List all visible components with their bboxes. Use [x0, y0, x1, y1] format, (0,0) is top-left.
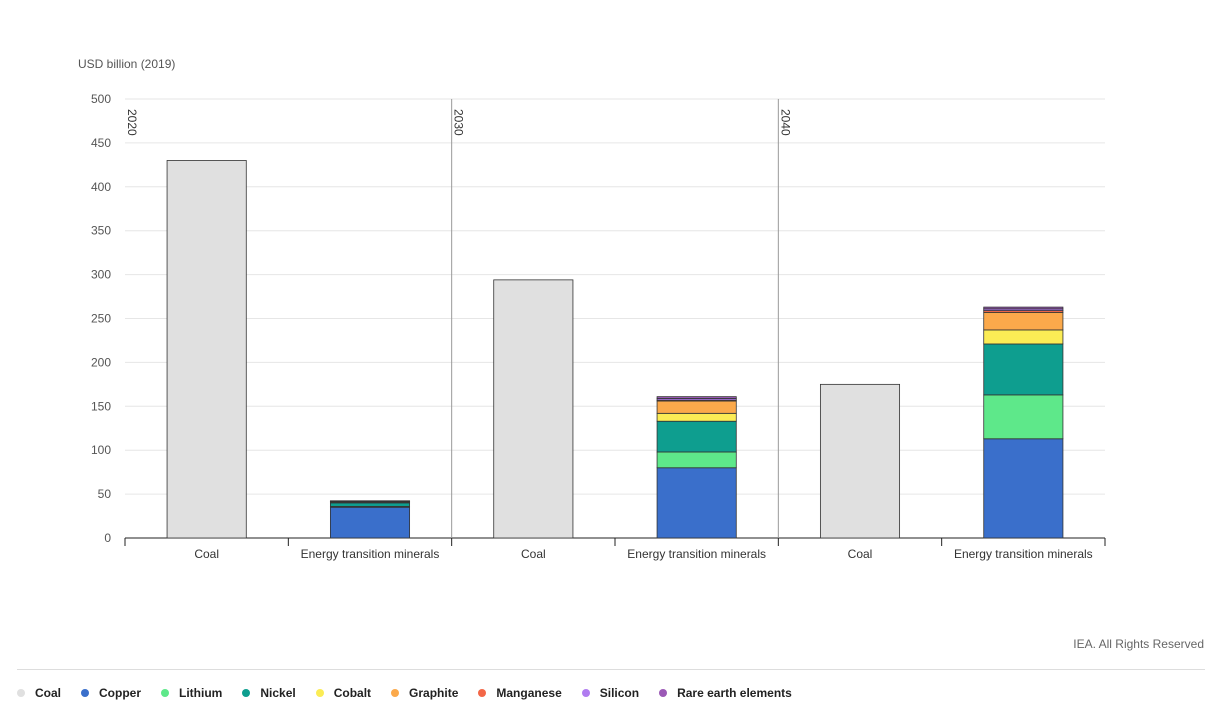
bar-segment [983, 311, 1064, 331]
legend-swatch [391, 689, 400, 697]
legend-label: Cobalt [333, 686, 372, 700]
legend-item[interactable]: Cobalt [315, 686, 372, 700]
bar-segment [493, 279, 574, 539]
y-tick-label: 200 [91, 355, 111, 369]
y-tick-label: 0 [104, 531, 111, 545]
bar-segment [656, 467, 737, 539]
y-tick-label: 50 [98, 487, 112, 501]
legend-item[interactable]: Silicon [581, 686, 640, 700]
y-tick-label: 450 [91, 136, 111, 150]
legend-item[interactable]: Rare earth elements [659, 686, 792, 700]
group-label: 2020 [125, 109, 139, 136]
legend-label: Coal [35, 686, 62, 700]
y-tick-label: 100 [91, 443, 111, 457]
x-tick-label: Coal [848, 547, 873, 561]
bar-segment [329, 502, 411, 507]
legend-swatch [81, 689, 90, 697]
x-tick-label: Energy transition minerals [627, 547, 766, 561]
legend-divider [17, 669, 1205, 670]
legend-label: Graphite [409, 686, 459, 700]
y-tick-label: 300 [91, 268, 111, 282]
x-tick-label: Energy transition minerals [954, 547, 1093, 561]
bar-segment [656, 420, 737, 453]
bar-segment [983, 306, 1064, 310]
bar-segment [329, 506, 411, 539]
bar-segment [983, 343, 1064, 396]
group-label: 2040 [778, 109, 792, 136]
x-tick-label: Coal [194, 547, 219, 561]
bar-segment [983, 329, 1064, 345]
legend-swatch [315, 689, 324, 697]
bar-segment [656, 451, 737, 469]
y-tick-label: 250 [91, 312, 111, 326]
y-tick-label: 350 [91, 224, 111, 238]
legend-item[interactable]: Graphite [391, 686, 458, 700]
bar-segment [656, 412, 737, 422]
legend-label: Silicon [599, 686, 640, 700]
legend: Coal Copper Lithium Nickel Cobalt Graphite Man… [17, 686, 812, 700]
legend-swatch [17, 689, 25, 697]
legend-swatch [161, 689, 170, 697]
legend-item[interactable]: Copper [81, 686, 141, 700]
legend-swatch [581, 689, 590, 697]
legend-label: Rare earth elements [677, 686, 792, 700]
legend-label: Lithium [179, 686, 223, 700]
legend-swatch [242, 689, 251, 697]
legend-label: Manganese [496, 686, 562, 700]
x-tick-label: Coal [521, 547, 546, 561]
bar-segment [983, 394, 1064, 440]
y-tick-label: 150 [91, 399, 111, 413]
legend-label: Nickel [260, 686, 296, 700]
credit-text: IEA. All Rights Reserved [1073, 637, 1204, 651]
y-tick-label: 500 [91, 92, 111, 106]
y-tick-label: 400 [91, 180, 111, 194]
legend-item[interactable]: Coal [17, 686, 61, 700]
bar-segment [819, 383, 901, 539]
y-axis-label: USD billion (2019) [78, 57, 176, 71]
group-label: 2030 [452, 109, 466, 136]
bar-segment [656, 396, 737, 399]
legend-swatch [659, 689, 668, 697]
legend-swatch [478, 689, 487, 697]
legend-item[interactable]: Nickel [242, 686, 296, 700]
bar-segment [983, 438, 1064, 539]
legend-item[interactable]: Lithium [161, 686, 222, 700]
x-tick-label: Energy transition minerals [301, 547, 440, 561]
legend-label: Copper [99, 686, 142, 700]
bar-segment [166, 160, 247, 539]
legend-item[interactable]: Manganese [478, 686, 562, 700]
bar-segment [656, 400, 737, 414]
